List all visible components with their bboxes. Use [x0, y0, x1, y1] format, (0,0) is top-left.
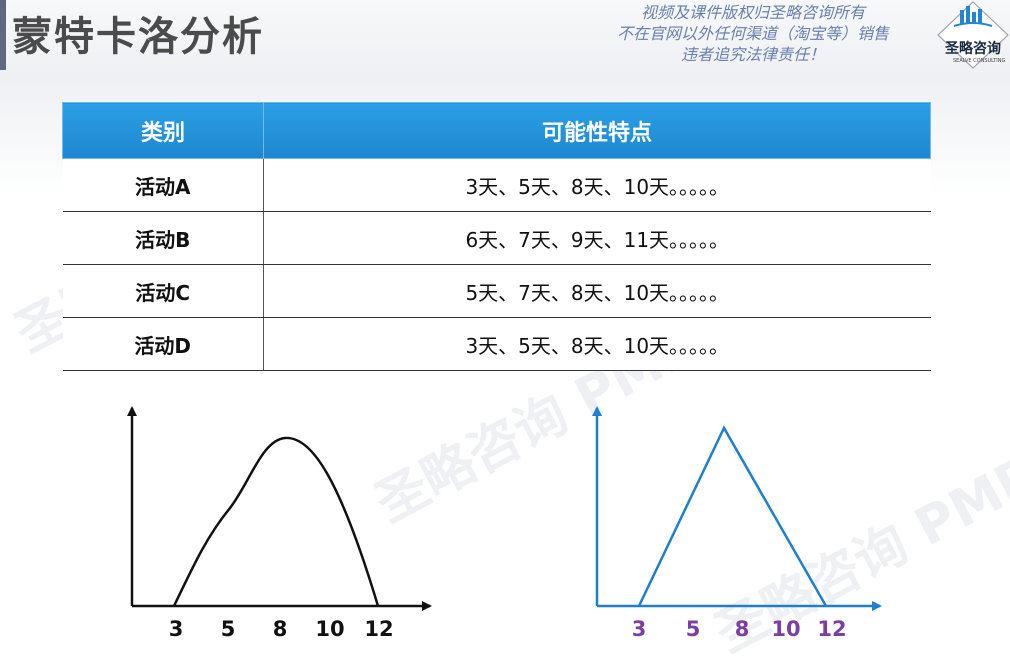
left-tick-12: 12	[364, 617, 393, 641]
right-triangle-diagram: 3 5 8 10 12	[592, 406, 882, 641]
row-category: 活动D	[62, 317, 264, 371]
title-accent-bar	[0, 0, 6, 70]
right-tick-5: 5	[686, 617, 701, 641]
left-tick-5: 5	[221, 617, 236, 641]
right-tick-12: 12	[817, 617, 846, 641]
left-bell-curve	[172, 436, 380, 607]
possibility-table: 类别 可能性特点 活动A 3天、5天、8天、10天。。。。。 活动B 6天、7天…	[62, 102, 931, 371]
left-tick-10: 10	[315, 617, 344, 641]
row-values: 5天、7天、8天、10天。。。。。	[263, 264, 931, 318]
table-header-row: 类别 可能性特点	[62, 102, 931, 159]
notice-line-2: 不在官网以外任何渠道（淘宝等）销售	[616, 24, 889, 43]
table-row: 活动B 6天、7天、9天、11天。。。。。	[62, 211, 931, 265]
company-logo	[937, 1, 1009, 69]
row-category: 活动A	[62, 158, 264, 212]
row-category: 活动B	[62, 211, 264, 265]
copyright-notice: 视频及课件版权归圣略咨询所有 不在官网以外任何渠道（淘宝等）销售 违者追究法律责…	[588, 2, 918, 65]
left-bell-diagram: 3 5 8 10 12	[127, 406, 432, 641]
table-row: 活动D 3天、5天、8天、10天。。。。。	[62, 317, 931, 371]
table-row: 活动A 3天、5天、8天、10天。。。。。	[62, 158, 931, 212]
distribution-diagrams: 3 5 8 10 12 3 5 8 10 12	[127, 406, 882, 641]
right-tick-10: 10	[771, 617, 800, 641]
right-tick-3: 3	[632, 617, 647, 641]
row-values: 3天、5天、8天、10天。。。。。	[263, 317, 931, 371]
notice-line-3: 违者追究法律责任！	[680, 45, 825, 64]
left-tick-8: 8	[273, 617, 288, 641]
header-characteristics: 可能性特点	[263, 102, 931, 159]
table-row: 活动C 5天、7天、8天、10天。。。。。	[62, 264, 931, 318]
notice-line-1: 视频及课件版权归圣略咨询所有	[640, 3, 865, 22]
header-category: 类别	[62, 102, 264, 159]
logo-text: 圣略咨询	[945, 41, 1001, 57]
right-triangle-curve	[637, 425, 828, 607]
left-tick-3: 3	[169, 617, 184, 641]
page-title: 蒙特卡洛分析	[12, 14, 264, 60]
right-tick-8: 8	[735, 617, 750, 641]
row-category: 活动C	[62, 264, 264, 318]
row-values: 3天、5天、8天、10天。。。。。	[263, 158, 931, 212]
logo-subtitle: SEALVE CONSULTING	[953, 58, 1006, 64]
row-values: 6天、7天、9天、11天。。。。。	[263, 211, 931, 265]
